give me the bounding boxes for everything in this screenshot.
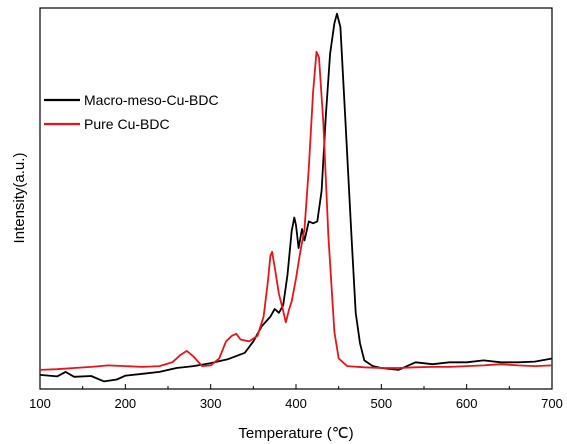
x-axis-title: Temperature (℃) [238, 425, 353, 442]
x-tick-label: 100 [29, 396, 51, 411]
legend-label-macro-meso: Macro-meso-Cu-BDC [84, 92, 219, 108]
x-axis: 100 200 300 400 500 600 700 [29, 384, 563, 411]
x-tick-label: 600 [456, 396, 478, 411]
series-line-pure-cu-bdc [39, 50, 553, 371]
plot-frame [39, 7, 553, 390]
x-tick-label: 400 [285, 396, 307, 411]
x-tick-label: 700 [541, 396, 563, 411]
x-tick-label: 500 [370, 396, 392, 411]
y-axis-title: Intensity(a.u.) [11, 153, 28, 244]
x-tick-label: 300 [200, 396, 222, 411]
x-tick-label: 200 [114, 396, 136, 411]
legend: Macro-meso-Cu-BDC Pure Cu-BDC [44, 92, 219, 132]
plot-area [39, 12, 553, 383]
series-line-macro-meso-cu-bdc [39, 12, 553, 383]
legend-label-pure: Pure Cu-BDC [84, 116, 170, 132]
